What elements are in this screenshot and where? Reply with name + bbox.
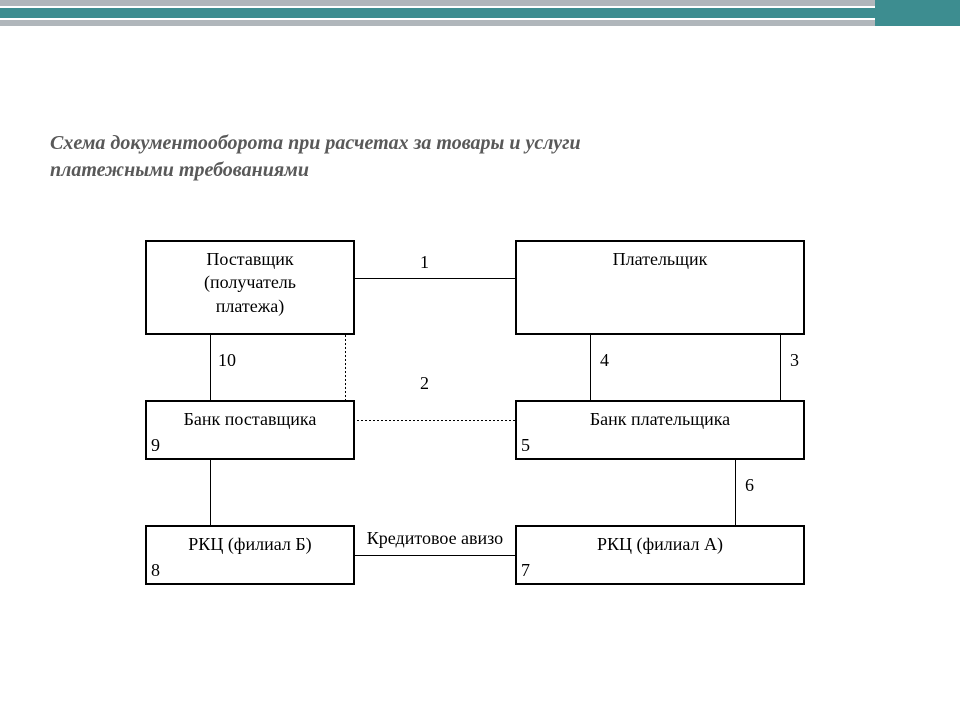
edge-e2b — [345, 420, 515, 421]
flow-diagram: 1 10 4 3 2 6 Кредитовое авизо Поставщик(получат… — [145, 240, 805, 585]
header-band-0 — [0, 0, 960, 6]
node-corner-rkc_b: 8 — [151, 560, 160, 581]
page-title: Схема документооборота при расчетах за т… — [50, 130, 690, 184]
node-rkc_b: РКЦ (филиал Б) 8 — [145, 525, 355, 585]
edge-label-e6: 6 — [745, 475, 754, 496]
header-right-block — [875, 0, 960, 26]
edge-label-e3: 3 — [790, 350, 799, 371]
edge-e4 — [590, 335, 591, 400]
header-band-1 — [0, 8, 960, 18]
edge-e9-bank-rkc-left — [210, 460, 211, 525]
edge-e3 — [780, 335, 781, 400]
node-label-rkc_a: РКЦ (филиал А) — [517, 533, 803, 556]
edge-e1 — [355, 278, 515, 279]
node-rkc_a: РКЦ (филиал А) 7 — [515, 525, 805, 585]
edge-e10 — [210, 335, 211, 400]
node-label-rkc_b: РКЦ (филиал Б) — [147, 533, 353, 556]
edge-label-e10: 10 — [218, 350, 236, 371]
edge-label-e4: 4 — [600, 350, 609, 371]
node-corner-bank_supplier: 9 — [151, 435, 160, 456]
edge-label-e1: 1 — [420, 252, 429, 273]
node-corner-bank_payer: 5 — [521, 435, 530, 456]
edge-label-e2b: 2 — [420, 373, 429, 394]
header-band-2 — [0, 20, 960, 26]
node-corner-rkc_a: 7 — [521, 560, 530, 581]
node-bank_supplier: Банк поставщика 9 — [145, 400, 355, 460]
node-payer: Плательщик — [515, 240, 805, 335]
node-label-payer: Плательщик — [517, 248, 803, 271]
edge-e6 — [735, 460, 736, 525]
node-label-bank_payer: Банк плательщика — [517, 408, 803, 431]
node-label-supplier: Поставщик(получательплатежа) — [147, 248, 353, 318]
node-label-bank_supplier: Банк поставщика — [147, 408, 353, 431]
node-bank_payer: Банк плательщика 5 — [515, 400, 805, 460]
edge-label-eavizo: Кредитовое авизо — [355, 528, 515, 549]
edge-eavizo — [355, 555, 515, 556]
node-supplier: Поставщик(получательплатежа) — [145, 240, 355, 335]
